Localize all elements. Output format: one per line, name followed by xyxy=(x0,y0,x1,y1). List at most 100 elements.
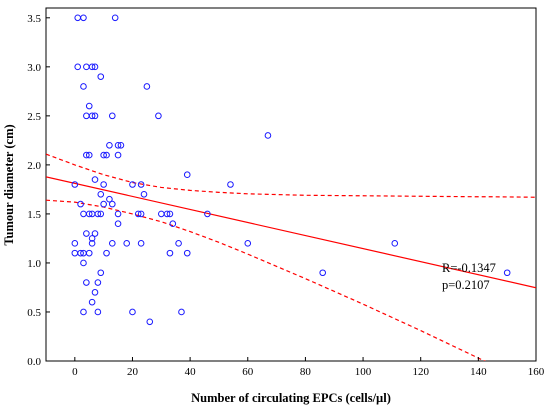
data-point xyxy=(169,220,177,228)
data-point xyxy=(83,279,90,286)
data-point xyxy=(175,240,182,247)
data-point xyxy=(106,141,113,149)
data-point xyxy=(91,112,99,120)
data-point xyxy=(100,200,107,208)
data-point xyxy=(88,63,96,71)
data-point xyxy=(143,83,151,90)
p-value-annotation: p=0.2107 xyxy=(442,278,490,292)
x-tick-label: 120 xyxy=(412,366,429,378)
y-tick-label: 1.0 xyxy=(27,258,41,270)
data-point xyxy=(117,141,125,149)
x-tick-label: 160 xyxy=(528,366,545,378)
data-point xyxy=(71,240,79,247)
data-point xyxy=(94,308,102,316)
data-point xyxy=(166,210,174,218)
y-tick-label: 0.5 xyxy=(27,307,41,319)
x-tick-label: 80 xyxy=(300,366,312,378)
data-point xyxy=(91,289,99,296)
data-point xyxy=(88,112,96,120)
x-axis-ticks: 0 20 40 60 80 100 120 140 160 xyxy=(72,357,545,378)
data-point xyxy=(88,235,96,242)
y-axis-ticks: 0.0 0.5 1.0 1.5 2.0 2.5 3.0 3.5 xyxy=(27,13,50,368)
data-point xyxy=(129,308,136,316)
regression-line xyxy=(46,176,536,289)
data-point xyxy=(77,249,84,257)
confidence-band-upper xyxy=(46,153,536,198)
data-point xyxy=(503,269,511,277)
data-point xyxy=(137,240,145,247)
data-point xyxy=(129,181,136,188)
data-point xyxy=(94,279,102,286)
y-tick-label: 1.5 xyxy=(27,209,41,221)
confidence-band-lines xyxy=(46,153,536,361)
data-point xyxy=(83,230,90,237)
data-point xyxy=(155,112,162,120)
data-point xyxy=(100,181,107,188)
y-tick-label: 3.5 xyxy=(27,13,41,25)
data-point xyxy=(114,141,122,149)
data-point xyxy=(74,63,82,71)
data-point xyxy=(108,240,116,247)
data-point xyxy=(91,230,99,237)
y-axis-title: Tumour diameter (cm) xyxy=(2,124,16,245)
data-point xyxy=(80,14,87,22)
data-point xyxy=(108,112,116,120)
data-point xyxy=(88,240,96,247)
data-point xyxy=(103,249,110,257)
x-tick-label: 140 xyxy=(470,366,487,378)
data-point xyxy=(80,259,87,267)
data-point xyxy=(183,249,191,257)
data-point xyxy=(264,132,272,139)
data-point xyxy=(111,14,119,22)
data-point xyxy=(80,83,87,90)
data-point xyxy=(83,151,90,159)
x-tick-label: 0 xyxy=(72,366,78,378)
x-tick-label: 60 xyxy=(242,366,254,378)
data-point xyxy=(178,308,185,316)
data-point xyxy=(94,210,102,218)
data-point xyxy=(183,171,191,178)
data-point xyxy=(146,318,154,326)
data-point xyxy=(88,298,96,306)
data-point xyxy=(108,200,116,208)
data-point xyxy=(114,220,122,228)
data-point xyxy=(123,240,131,247)
data-point xyxy=(166,249,174,257)
x-axis-title: Number of circulating EPCs (cells/µl) xyxy=(191,391,391,405)
data-point xyxy=(106,195,113,203)
data-point xyxy=(227,181,234,188)
data-point xyxy=(77,200,84,208)
data-point xyxy=(85,151,93,159)
data-point xyxy=(85,249,93,257)
data-point xyxy=(97,191,105,198)
data-point xyxy=(244,240,252,247)
data-point xyxy=(103,151,110,159)
data-point xyxy=(97,210,105,218)
data-point xyxy=(204,210,211,218)
data-point xyxy=(114,151,122,159)
y-tick-label: 2.0 xyxy=(27,160,41,172)
data-point xyxy=(91,176,99,183)
correlation-annotation: R=-0.1347 xyxy=(442,261,496,275)
y-tick-label: 2.5 xyxy=(27,111,41,123)
data-point xyxy=(140,191,148,198)
data-point xyxy=(137,210,145,218)
y-tick-label: 3.0 xyxy=(27,62,41,74)
data-point xyxy=(137,181,145,188)
x-tick-label: 40 xyxy=(185,366,197,378)
confidence-band-lower xyxy=(46,199,486,361)
plot-frame xyxy=(45,7,537,362)
data-point xyxy=(134,210,142,218)
y-tick-label: 0.0 xyxy=(27,356,41,368)
data-point xyxy=(114,210,122,218)
data-point xyxy=(97,73,105,80)
data-point xyxy=(71,181,79,188)
data-point xyxy=(85,210,93,218)
x-tick-label: 20 xyxy=(127,366,139,378)
x-tick-label: 100 xyxy=(355,366,372,378)
data-point xyxy=(100,151,107,159)
data-points xyxy=(71,14,511,326)
data-point xyxy=(391,240,399,247)
data-point xyxy=(319,269,327,277)
data-point xyxy=(163,210,171,218)
